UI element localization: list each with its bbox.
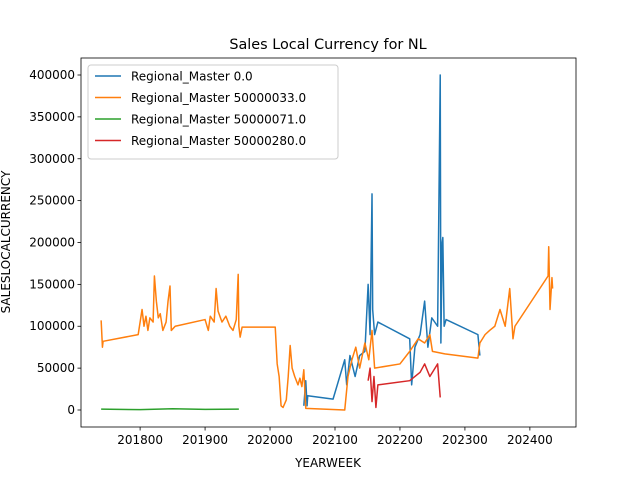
legend-label: Regional_Master 50000033.0 (131, 91, 306, 105)
x-tick-label: 202000 (247, 433, 293, 447)
x-tick-label: 202400 (507, 433, 553, 447)
y-tick-label: 400000 (29, 68, 75, 82)
x-tick-label: 202300 (442, 433, 488, 447)
line (303, 74, 481, 407)
legend-label: Regional_Master 50000280.0 (131, 134, 306, 148)
x-tick-label: 202200 (377, 433, 423, 447)
x-tick-label: 201800 (117, 433, 163, 447)
y-tick-label: 200000 (29, 236, 75, 250)
y-tick-label: 100000 (29, 319, 75, 333)
x-tick-label: 201900 (182, 433, 228, 447)
legend-label: Regional_Master 50000071.0 (131, 113, 306, 127)
plot-frame (80, 57, 577, 428)
y-tick-label: 250000 (29, 194, 75, 208)
chart-title: Sales Local Currency for NL (229, 37, 426, 53)
y-tick-label: 150000 (29, 277, 75, 291)
y-tick-label: 300000 (29, 152, 75, 166)
x-axis-label: YEARWEEK (294, 456, 362, 470)
y-tick-label: 0 (67, 403, 75, 417)
y-tick-label: 50000 (37, 361, 75, 375)
legend-box (87, 64, 339, 160)
y-axis-label: SALESLOCALCURRENCY (0, 170, 13, 313)
x-tick-label: 202100 (312, 433, 358, 447)
line (101, 407, 239, 411)
y-tick-label: 350000 (29, 110, 75, 124)
line (367, 363, 441, 409)
legend-label: Regional_Master 0.0 (131, 70, 253, 84)
line (100, 245, 554, 411)
